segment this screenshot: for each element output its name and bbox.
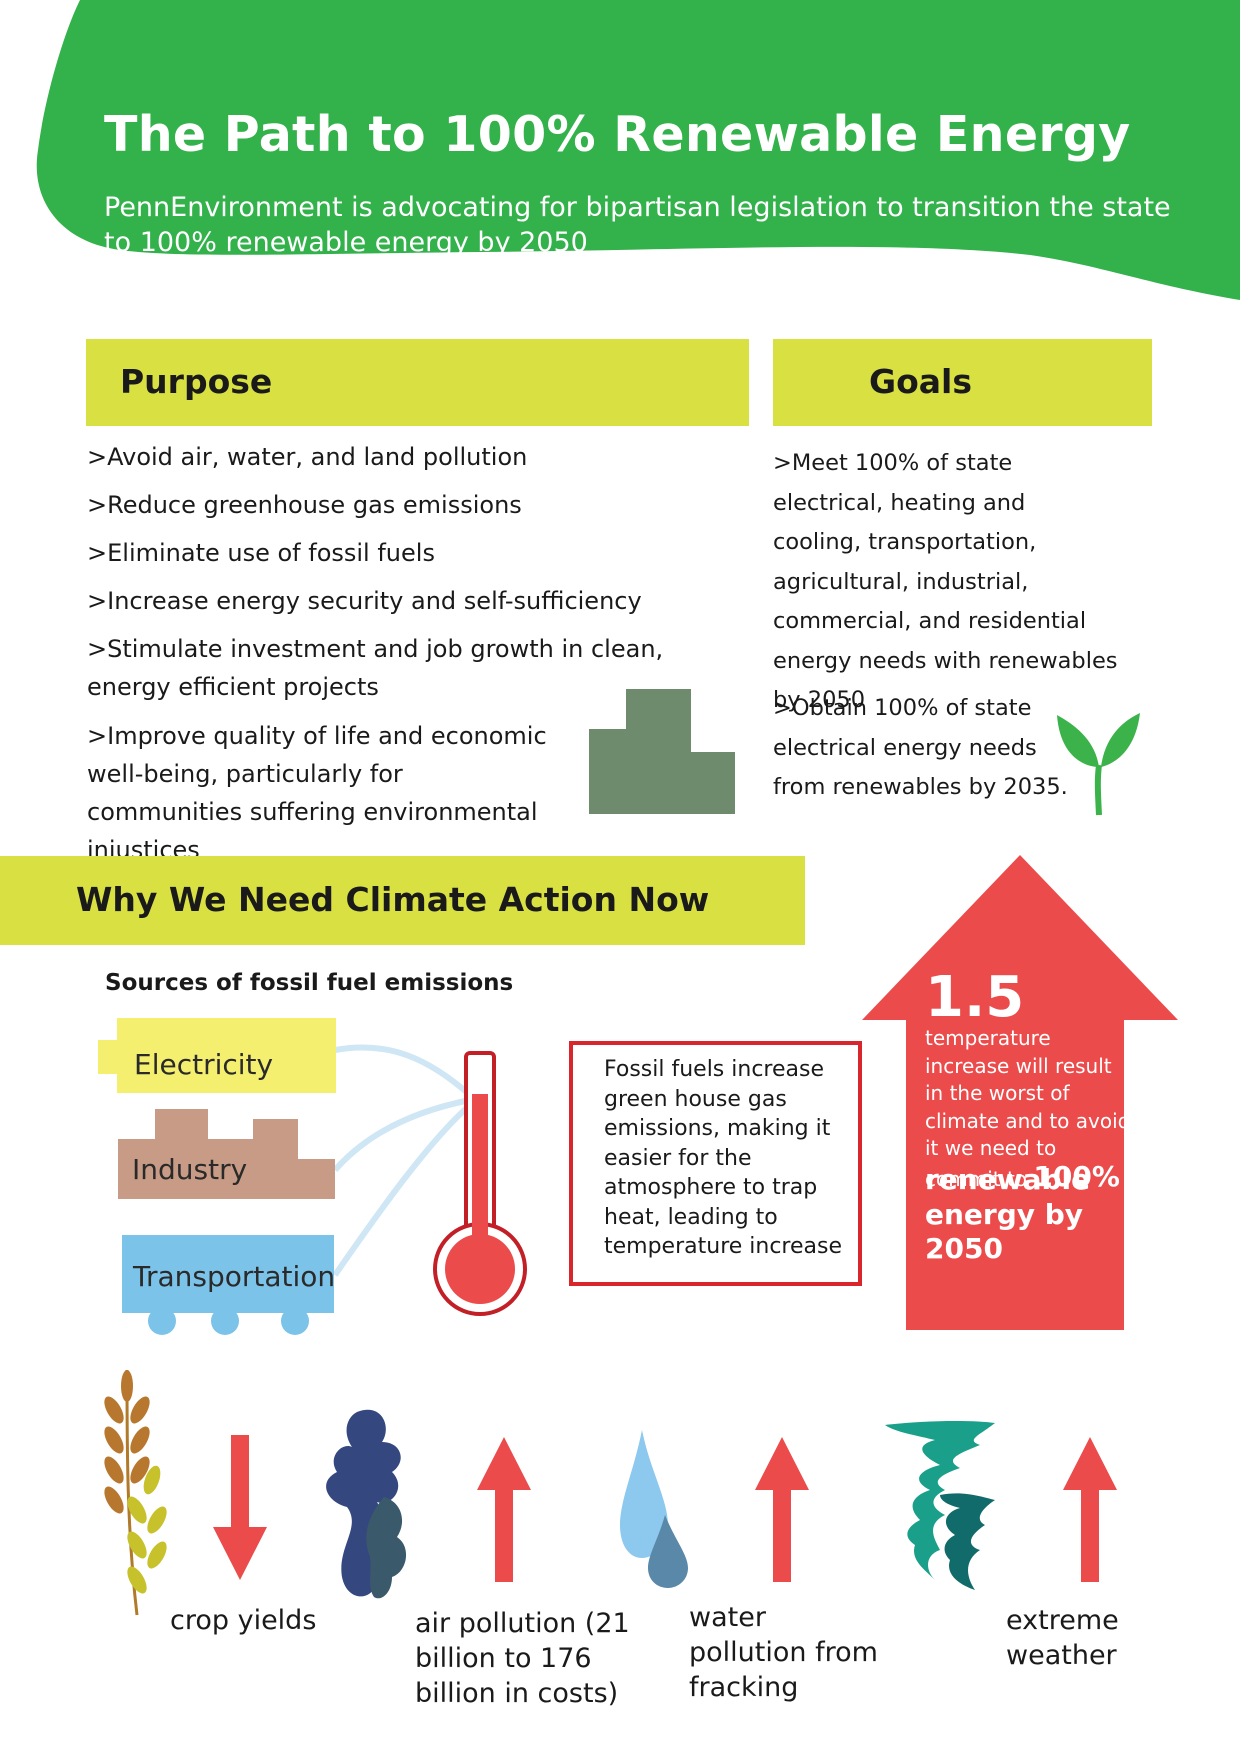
up-arrow-big bbox=[862, 855, 1178, 1330]
purpose-heading: Purpose bbox=[120, 362, 273, 401]
wheat-icon bbox=[104, 1370, 167, 1616]
connector-lines bbox=[332, 1044, 472, 1277]
arrow-text: temperature increase will result in the … bbox=[925, 1025, 1135, 1193]
factory-icon bbox=[589, 689, 735, 814]
up-arrow-icon bbox=[477, 1437, 531, 1582]
water-drop-icon bbox=[620, 1430, 688, 1588]
sources-title: Sources of fossil fuel emissions bbox=[105, 970, 514, 996]
transportation-shape bbox=[122, 1235, 334, 1335]
temperature-number: 1.5 bbox=[925, 965, 1025, 1030]
fossil-fuel-box bbox=[569, 1041, 862, 1286]
impact-label-weather: extreme weather bbox=[1006, 1605, 1119, 1671]
page-subtitle: PennEnvironment is advocating for bipart… bbox=[104, 192, 1171, 258]
source-label-transportation: Transportation bbox=[133, 1260, 336, 1293]
goals-header-band bbox=[773, 339, 1152, 426]
purpose-item: >Increase energy security and self-suffi… bbox=[87, 587, 642, 615]
purpose-item: >Stimulate investment and job growth in … bbox=[87, 635, 664, 701]
purpose-item: >Reduce greenhouse gas emissions bbox=[87, 491, 522, 519]
source-label-industry: Industry bbox=[132, 1153, 248, 1186]
climate-header-band bbox=[0, 856, 805, 945]
smog-icon bbox=[326, 1409, 407, 1599]
impact-label-air: air pollution (21 billion to 176 billion… bbox=[415, 1608, 630, 1709]
purpose-item: >Avoid air, water, and land pollution bbox=[87, 443, 528, 471]
purpose-header-band bbox=[86, 339, 749, 426]
page-title: The Path to 100% Renewable Energy bbox=[104, 106, 1131, 163]
arrow-bold-lead: 100% bbox=[1033, 1159, 1120, 1193]
up-arrow-icon bbox=[1063, 1437, 1117, 1582]
down-arrow-icon bbox=[213, 1435, 267, 1580]
arrow-text-body: temperature increase will result in the … bbox=[925, 1026, 1131, 1191]
header-banner bbox=[36, 0, 1240, 300]
up-arrow-icon bbox=[755, 1437, 809, 1582]
industry-shape bbox=[118, 1109, 335, 1199]
goals-list: >Meet 100% of state electrical, heating … bbox=[773, 444, 1153, 814]
tornado-icon bbox=[885, 1420, 995, 1590]
goals-heading: Goals bbox=[869, 362, 972, 401]
impact-label-crop: crop yields bbox=[170, 1605, 317, 1636]
impact-label-water: water pollution from fracking bbox=[689, 1602, 878, 1703]
purpose-item: >Improve quality of life and economic we… bbox=[87, 722, 547, 864]
sprout-icon bbox=[1057, 713, 1140, 816]
climate-heading: Why We Need Climate Action Now bbox=[76, 880, 710, 919]
goals-item: >Meet 100% of state electrical, heating … bbox=[773, 450, 1118, 713]
thermometer-icon bbox=[433, 1051, 527, 1316]
goals-item: >Obtain 100% of state electrical energy … bbox=[773, 695, 1068, 800]
arrow-bold-text: renewable energy by 2050 bbox=[925, 1163, 1091, 1265]
purpose-list: >Avoid air, water, and land pollution >R… bbox=[87, 438, 727, 864]
fossil-fuel-text: Fossil fuels increase green house gas em… bbox=[604, 1057, 843, 1259]
source-label-electricity: Electricity bbox=[134, 1048, 274, 1081]
purpose-item: >Eliminate use of fossil fuels bbox=[87, 539, 435, 567]
electricity-shape bbox=[98, 1018, 336, 1093]
